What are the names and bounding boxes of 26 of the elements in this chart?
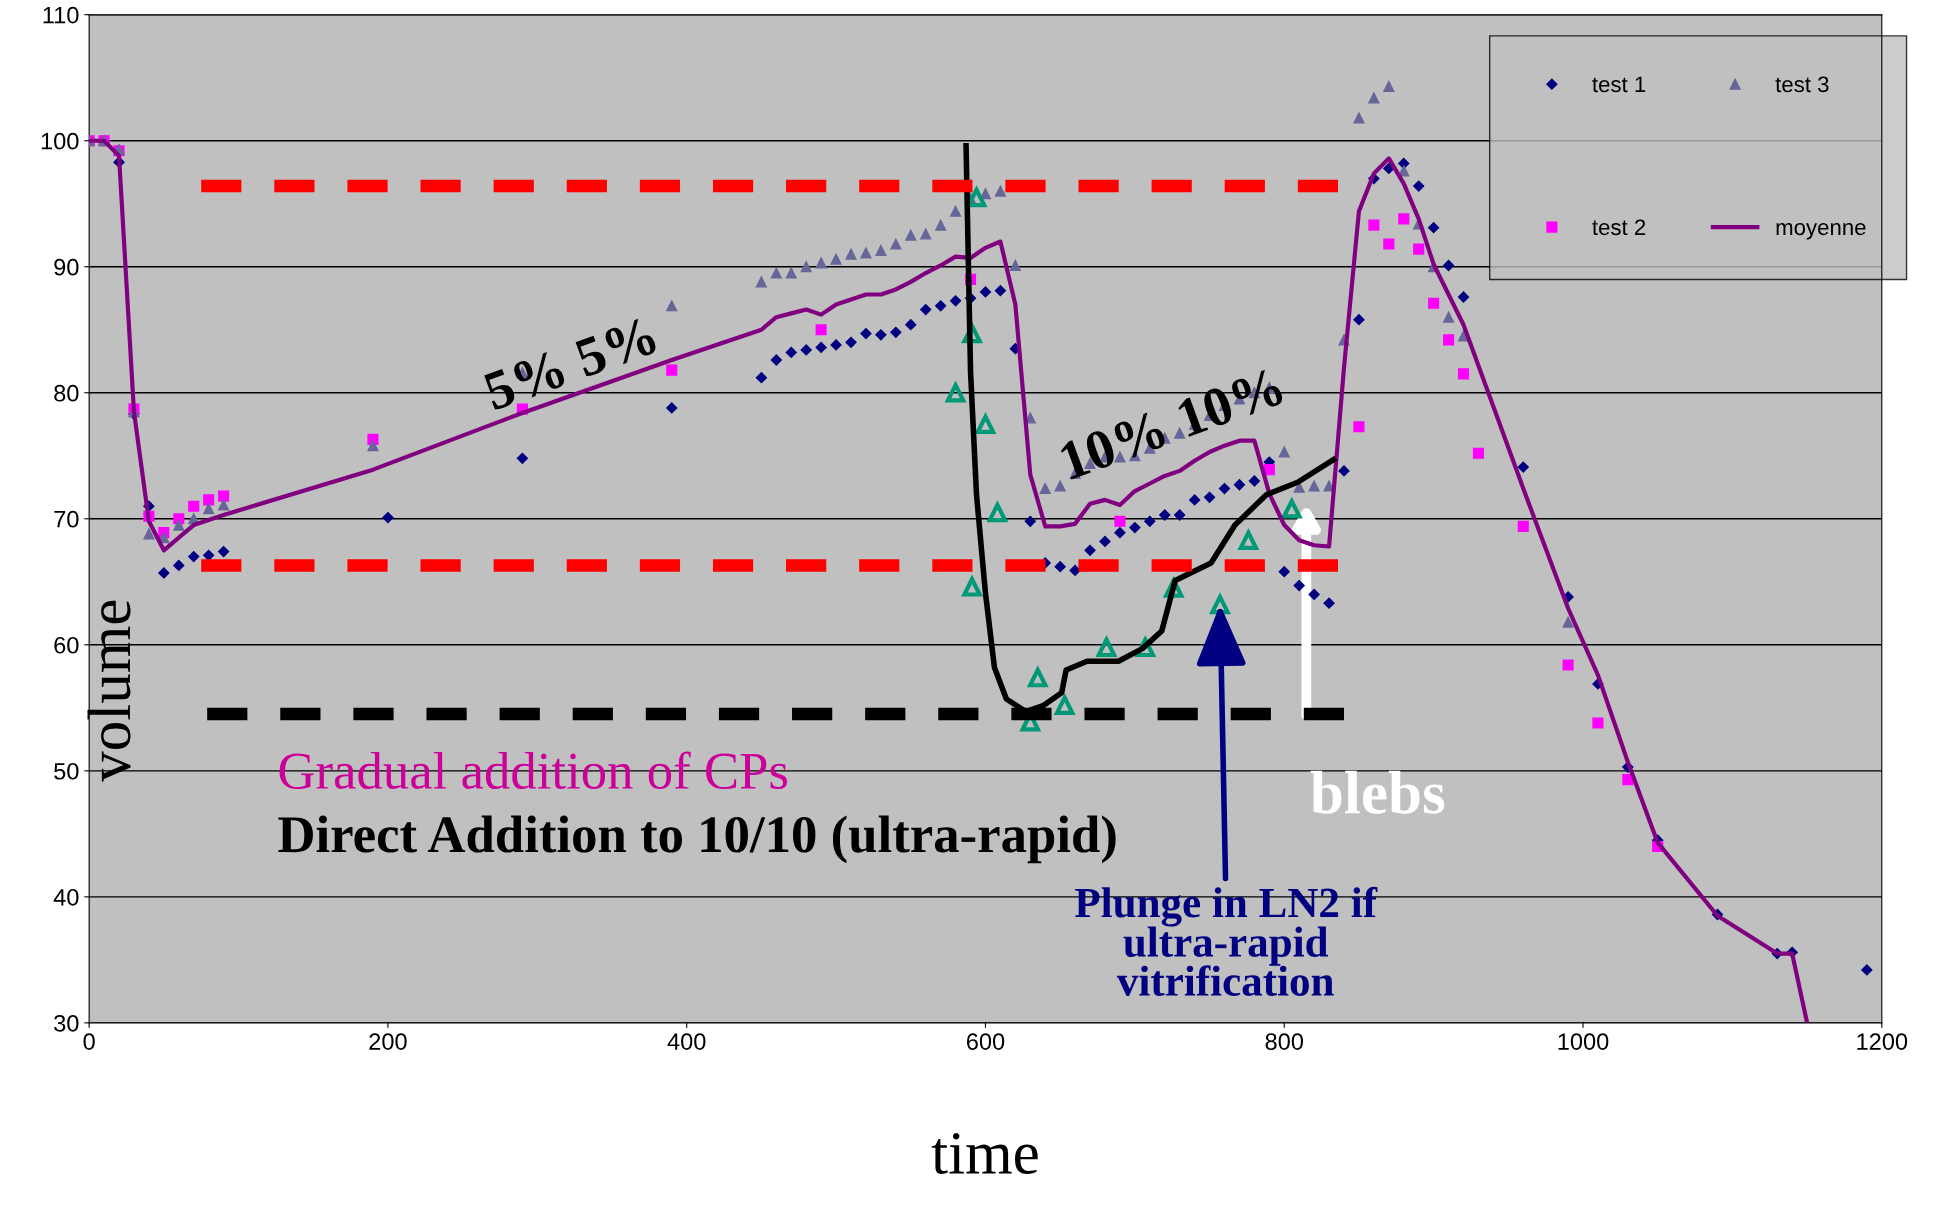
y-axis-title: volume (87, 600, 131, 782)
y-tick-label: 40 (53, 888, 79, 906)
y-tick-label: 90 (54, 258, 79, 276)
y-tick-label: 60 (54, 636, 79, 654)
legend-label: test 1 (1592, 76, 1646, 93)
y-tick-label: 100 (41, 132, 79, 150)
x-tick-label: 1000 (1558, 1033, 1609, 1050)
y-tick-label: 80 (54, 384, 79, 402)
x-tick-label: 1200 (1857, 1033, 1908, 1050)
x-tick-label: 600 (966, 1033, 1005, 1050)
y-tick-label: 50 (54, 762, 79, 780)
y-tick-label: 110 (43, 6, 79, 24)
legend-label: moyenne (1776, 222, 1866, 240)
x-axis-title: time (931, 1132, 1038, 1174)
y-tick-label: 30 (54, 1014, 79, 1032)
annotation: Direct Addition to 10/10 (ultra-rapid) (278, 815, 1116, 864)
annotation: 5% 5% (482, 316, 658, 411)
legend-label: test 3 (1775, 76, 1829, 93)
y-tick-label: 70 (54, 510, 79, 528)
x-tick-label: 800 (1265, 1033, 1304, 1050)
x-tick-label: 400 (667, 1033, 706, 1050)
x-tick-label: 0 (83, 1033, 95, 1050)
x-tick-label: 200 (369, 1033, 407, 1050)
annotation: 10% 10% (1058, 367, 1285, 481)
annotation: blebs (1310, 770, 1445, 814)
legend-label: test 2 (1592, 219, 1646, 236)
